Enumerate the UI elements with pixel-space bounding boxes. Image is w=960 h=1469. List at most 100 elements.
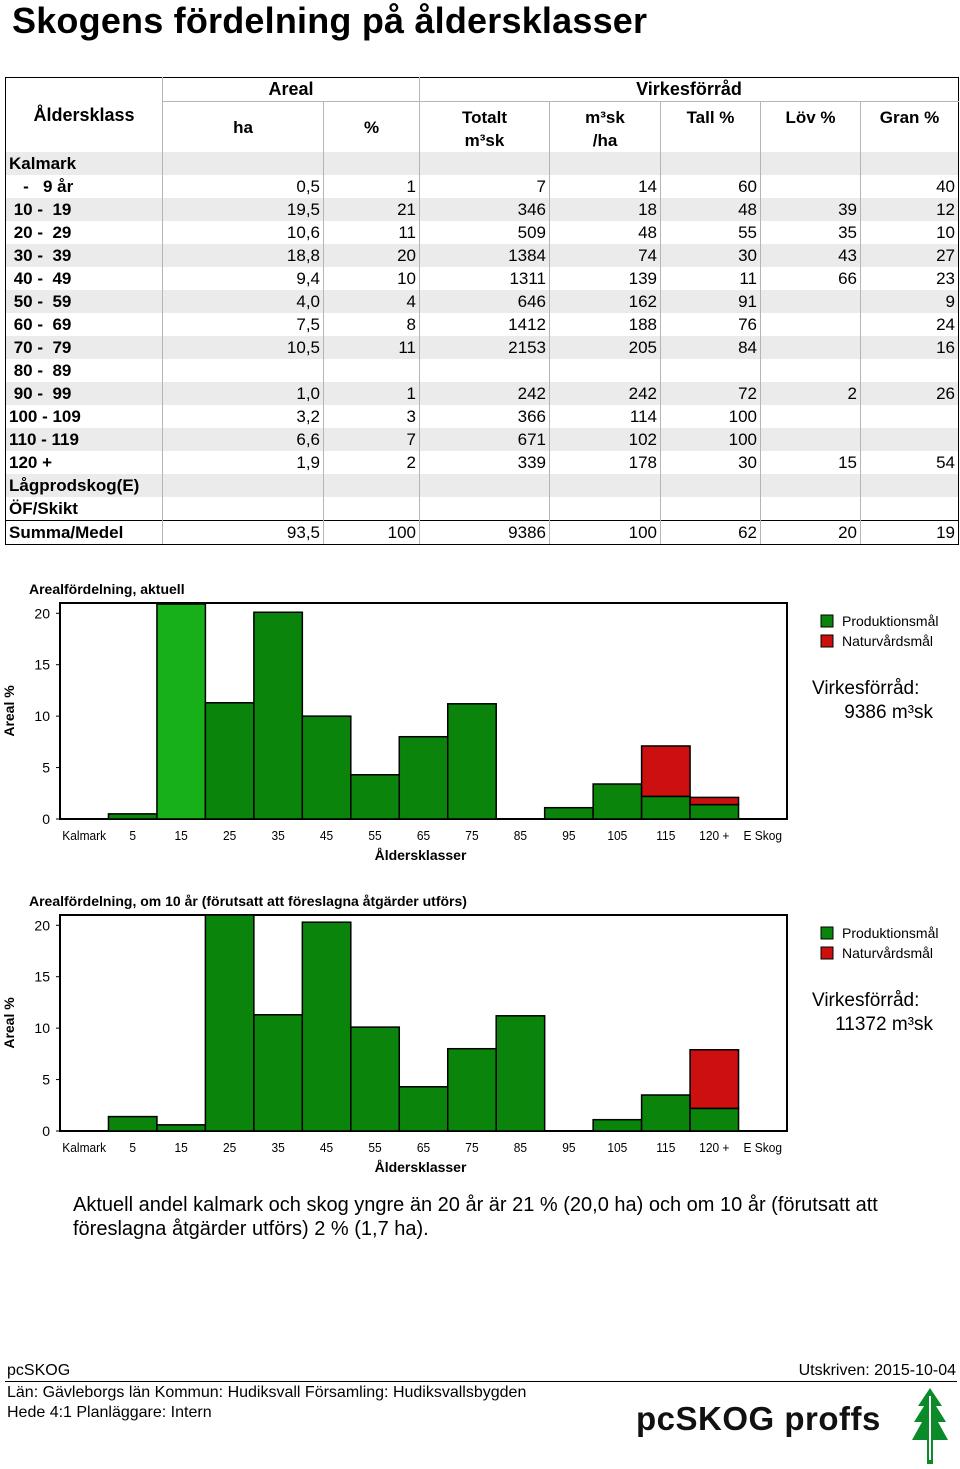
x-tick-label: 75 xyxy=(465,1141,478,1156)
cell-ha: 6,6 xyxy=(162,428,324,451)
y-tick-label: 15 xyxy=(34,657,50,673)
header-tall: Tall % xyxy=(660,101,761,152)
cell-gran: 26 xyxy=(860,382,959,405)
note-line-2: föreslagna åtgärder utförs) 2 % (1,7 ha)… xyxy=(73,1218,429,1240)
x-tick-label: 15 xyxy=(175,1141,188,1156)
cell-tall xyxy=(660,359,761,382)
cell-perha: 114 xyxy=(549,405,661,428)
x-tick-label: 65 xyxy=(417,1141,430,1156)
row-label: 10 - 19 xyxy=(5,198,163,221)
cell-tall: 84 xyxy=(660,336,761,359)
cell-tall: 55 xyxy=(660,221,761,244)
header-aldersklass: Åldersklass xyxy=(33,104,135,125)
row-label: - 9 år xyxy=(9,177,74,196)
cell-perha: 162 xyxy=(549,290,661,313)
cell-pct: 3 xyxy=(323,405,420,428)
table-row: 120 + 1,9 2 339 178 30 15 54 xyxy=(6,451,959,474)
cell-gran: 23 xyxy=(860,267,959,290)
x-tick-label: Kalmark xyxy=(62,1141,107,1156)
summary-ha: 93,5 xyxy=(162,520,324,545)
x-tick-label: Kalmark xyxy=(62,829,107,844)
cell-tall: 30 xyxy=(660,244,761,267)
y-tick-label: 20 xyxy=(34,917,50,933)
x-tick-label: 45 xyxy=(320,1141,333,1156)
footer-printed: Utskriven: 2015-10-04 xyxy=(798,1362,956,1379)
cell-pct xyxy=(323,359,420,382)
row-label: ÖF/Skikt xyxy=(9,499,78,518)
cell-tall: 60 xyxy=(660,175,761,198)
cell-lov: 2 xyxy=(760,382,861,405)
y-tick-label: 0 xyxy=(42,811,50,827)
summary-gran: 19 xyxy=(860,520,959,545)
x-tick-label: 105 xyxy=(607,1141,627,1156)
x-tick-label: 5 xyxy=(129,829,136,844)
row-label: 90 - 99 xyxy=(5,382,163,405)
cell-perha: 102 xyxy=(549,428,661,451)
cell-ha: 1,9 xyxy=(162,451,324,474)
cell-lov: 35 xyxy=(760,221,861,244)
cell-pct: 1 xyxy=(323,382,420,405)
cell-tall xyxy=(660,497,761,521)
bar-produktionsmal xyxy=(204,702,255,820)
bar-produktionsmal xyxy=(350,774,401,820)
cell-tot: 646 xyxy=(419,290,550,313)
table-row: 30 - 39 18,8 20 1384 74 30 43 27 xyxy=(5,244,959,267)
x-tick-label: 15 xyxy=(175,829,188,844)
cell-lov: 43 xyxy=(760,244,861,267)
cell-ha xyxy=(162,474,324,497)
x-tick-label: 45 xyxy=(320,829,333,844)
bar-produktionsmal xyxy=(253,611,304,820)
bar-produktionsmal xyxy=(350,1026,401,1132)
virkesforrad-value: 9386 m³sk xyxy=(844,702,933,723)
x-tick-label: 55 xyxy=(368,829,381,844)
legend-label: Naturvårdsmål xyxy=(842,945,933,961)
cell-gran xyxy=(860,428,959,451)
x-tick-label: 95 xyxy=(562,1141,575,1156)
bar-naturvardsmal xyxy=(689,796,740,806)
cell-perha: 14 xyxy=(549,175,661,198)
x-tick-label: 95 xyxy=(562,829,575,844)
cell-tot: 1384 xyxy=(419,244,550,267)
y-tick-label: 10 xyxy=(34,1020,50,1036)
legend-swatch xyxy=(820,634,834,648)
header-gran: Gran % xyxy=(860,101,959,152)
cell-pct: 11 xyxy=(323,336,420,359)
summary-row: Summa/Medel 93,5 100 9386 100 62 20 19 xyxy=(5,520,959,545)
cell-lov xyxy=(760,290,861,313)
cell-perha xyxy=(549,474,661,497)
summary-tall: 62 xyxy=(660,520,761,545)
chart-title: Arealfördelning, aktuell xyxy=(29,581,185,597)
y-tick-label: 5 xyxy=(42,1072,50,1088)
cell-tall xyxy=(660,474,761,497)
x-axis-label: Åldersklasser xyxy=(375,847,467,863)
summary-label: Summa/Medel xyxy=(5,520,163,545)
bar-produktionsmal xyxy=(689,1107,740,1132)
table-row: 100 - 109 3,2 3 366 114 100 xyxy=(6,405,959,428)
cell-tot: 509 xyxy=(419,221,550,244)
bar-produktionsmal xyxy=(446,703,497,820)
cell-pct xyxy=(323,497,420,521)
x-axis-label: Åldersklasser xyxy=(375,1159,467,1175)
cell-tot: 1412 xyxy=(419,313,550,336)
cell-lov xyxy=(760,405,861,428)
cell-lov xyxy=(760,474,861,497)
footer-app: pcSKOG xyxy=(7,1362,71,1379)
cell-lov: 39 xyxy=(760,198,861,221)
table-row: 90 - 99 1,0 1 242 242 72 2 26 xyxy=(5,382,959,405)
cell-lov xyxy=(760,336,861,359)
summary-per-ha: 100 xyxy=(549,520,661,545)
cell-tall: 100 xyxy=(660,428,761,451)
row-label: Lågprodskog(E) xyxy=(5,474,163,497)
cell-gran xyxy=(860,405,959,428)
bar-produktionsmal xyxy=(107,813,158,820)
y-tick-label: 0 xyxy=(42,1123,50,1139)
x-tick-label: 25 xyxy=(223,1141,236,1156)
bar-produktionsmal xyxy=(689,803,740,820)
cell-tot: 346 xyxy=(419,198,550,221)
cell-ha: 19,5 xyxy=(162,198,324,221)
legend-label: Produktionsmål xyxy=(842,925,939,941)
cell-gran: 16 xyxy=(860,336,959,359)
cell-ha: 1,0 xyxy=(162,382,324,405)
bar-naturvardsmal xyxy=(689,1048,740,1110)
cell-pct: 11 xyxy=(323,221,420,244)
